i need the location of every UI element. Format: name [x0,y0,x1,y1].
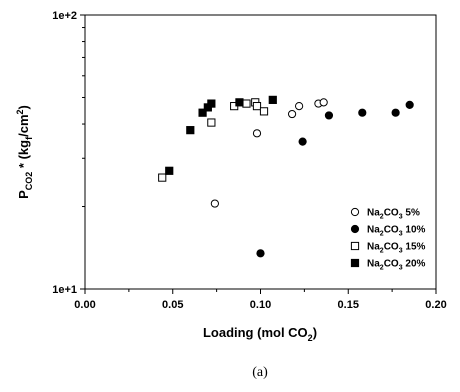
data-point [158,173,167,182]
y-tick-label: 1e+1 [52,284,77,296]
y-tick-label: 1e+2 [52,10,77,22]
x-tick-label: 0.05 [162,299,183,311]
x-axis-title: Loading (mol CO2) [203,325,317,343]
data-point [252,102,262,111]
data-point [207,118,216,127]
axis-tick-labels: 0.00 0.05 0.10 0.15 0.20 1e+1 1e+2 [52,10,446,311]
data-point [259,107,269,116]
x-tick-label: 0.20 [425,299,446,311]
data-point [165,166,174,175]
data-points [158,95,414,258]
x-tick-label: 0.15 [338,299,359,311]
legend-marker [350,207,360,217]
data-point [242,99,251,108]
x-tick-label: 0.10 [250,299,271,311]
data-point [295,102,304,111]
data-point [207,99,216,108]
data-point [287,109,297,119]
x-tick-label: 0.00 [74,299,95,311]
legend-marker [350,258,360,268]
data-point [298,137,307,146]
data-point [252,129,262,138]
legend-label: Na2CO3 15% [367,242,426,255]
legend-label: Na2CO3 10% [367,225,426,238]
data-point [324,111,334,120]
data-point [210,199,219,208]
data-point [358,108,367,117]
axis-ticks [80,14,437,294]
legend-label: Na2CO3 5% [367,208,420,221]
data-point [186,126,195,135]
legend-marker [350,224,360,234]
data-point [405,100,414,109]
y-axis-title: PCO2 * (kgf/cm2) [15,105,34,199]
legend-label: Na2CO3 20% [367,259,426,272]
data-point [268,95,277,104]
data-point [235,98,244,107]
figure-caption: (a) [252,365,268,380]
data-point [319,98,328,107]
legend: Na2CO3 5% Na2CO3 10% Na2CO3 15% Na2CO3 20% [350,207,426,272]
data-point [198,108,207,117]
legend-marker [350,241,360,251]
data-point [391,108,400,117]
data-point [256,249,265,258]
